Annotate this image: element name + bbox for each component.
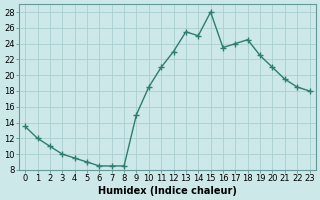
X-axis label: Humidex (Indice chaleur): Humidex (Indice chaleur): [98, 186, 237, 196]
